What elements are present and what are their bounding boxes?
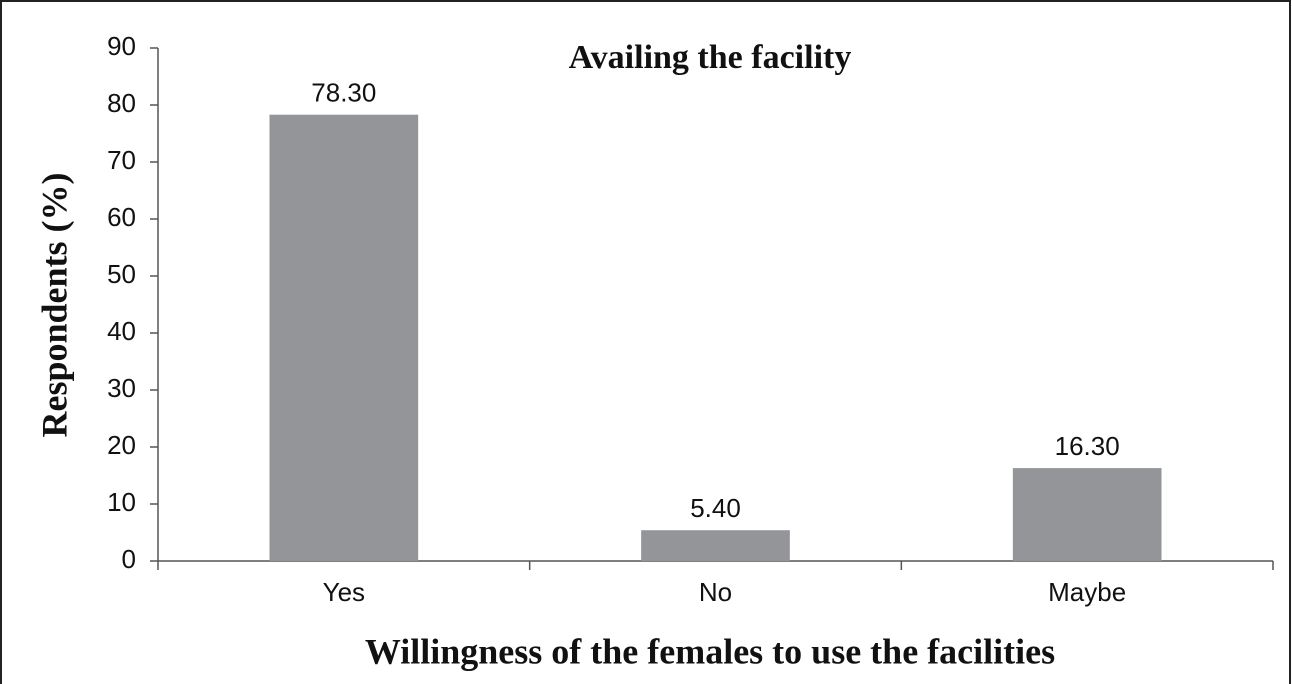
value-label: 16.30 <box>1055 431 1120 461</box>
y-tick-label: 30 <box>107 373 136 403</box>
y-tick-label: 70 <box>107 145 136 175</box>
bar <box>1012 468 1162 561</box>
y-tick-label: 10 <box>107 487 136 517</box>
y-tick-label: 50 <box>107 259 136 289</box>
x-tick-label: No <box>699 577 732 607</box>
y-tick-label: 0 <box>122 544 136 574</box>
x-tick-label: Maybe <box>1048 577 1126 607</box>
y-tick-label: 80 <box>107 88 136 118</box>
y-tick-label: 90 <box>107 31 136 61</box>
y-axis-label: Respondents (%) <box>34 172 74 437</box>
x-axis-label: Willingness of the females to use the fa… <box>365 631 1055 671</box>
bar <box>269 114 419 561</box>
y-tick-label: 60 <box>107 202 136 232</box>
chart-title: Availing the facility <box>569 39 852 76</box>
value-label: 78.30 <box>311 78 376 108</box>
value-label: 5.40 <box>690 493 741 523</box>
bar <box>641 530 790 561</box>
x-tick-label: Yes <box>323 577 365 607</box>
y-tick-label: 40 <box>107 316 136 346</box>
y-tick-label: 20 <box>107 430 136 460</box>
